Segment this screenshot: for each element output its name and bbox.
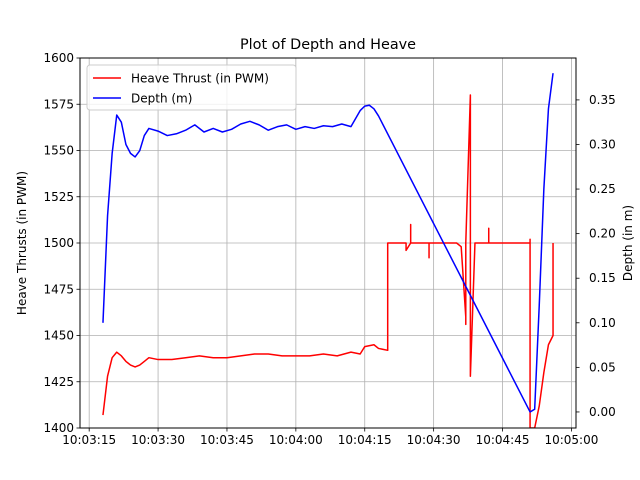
legend-label: Heave Thrust (in PWM) [131,72,269,86]
legend-label: Depth (m) [131,92,192,106]
left-y-tick-label: 1525 [43,190,74,204]
chart-title: Plot of Depth and Heave [240,37,416,53]
left-y-tick-label: 1550 [43,144,74,158]
left-y-tick-label: 1475 [43,282,74,296]
right-y-tick-label: 0.25 [589,182,616,196]
right-y-tick-label: 0.15 [589,271,616,285]
x-tick-label: 10:03:45 [200,433,254,447]
right-y-tick-label: 0.05 [589,360,616,374]
right-axis-label: Depth (in m) [621,205,635,281]
left-axis-label: Heave Thrusts (in PWM) [15,171,29,315]
left-y-tick-label: 1450 [43,329,74,343]
right-y-tick-label: 0.35 [589,93,616,107]
x-tick-label: 10:04:15 [338,433,392,447]
x-tick-label: 10:05:00 [544,433,598,447]
series-line-2 [102,73,554,413]
right-y-tick-label: 0.10 [589,316,616,330]
legend: Heave Thrust (in PWM) Depth (m) [86,64,297,111]
right-y-tick-label: 0.20 [589,227,616,241]
series-layer [102,73,554,428]
legend-box [86,64,297,111]
x-tick-label: 10:03:30 [131,433,185,447]
right-y-tick-label: 0.30 [589,137,616,151]
left-y-tick-label: 1575 [43,97,74,111]
x-tick-label: 10:04:45 [476,433,530,447]
axes: 10:03:15 10:03:30 10:03:45 10:04:00 10:04:15… [43,51,615,447]
x-tick-label: 10:04:00 [269,433,323,447]
right-y-tick-label: 0.00 [589,405,616,419]
left-y-tick-label: 1425 [43,375,74,389]
series-line-1 [102,94,554,428]
left-y-tick-label: 1400 [43,421,74,435]
left-y-tick-label: 1600 [43,51,74,65]
left-y-tick-label: 1500 [43,236,74,250]
x-tick-label: 10:03:15 [62,433,116,447]
x-tick-label: 10:04:30 [407,433,461,447]
